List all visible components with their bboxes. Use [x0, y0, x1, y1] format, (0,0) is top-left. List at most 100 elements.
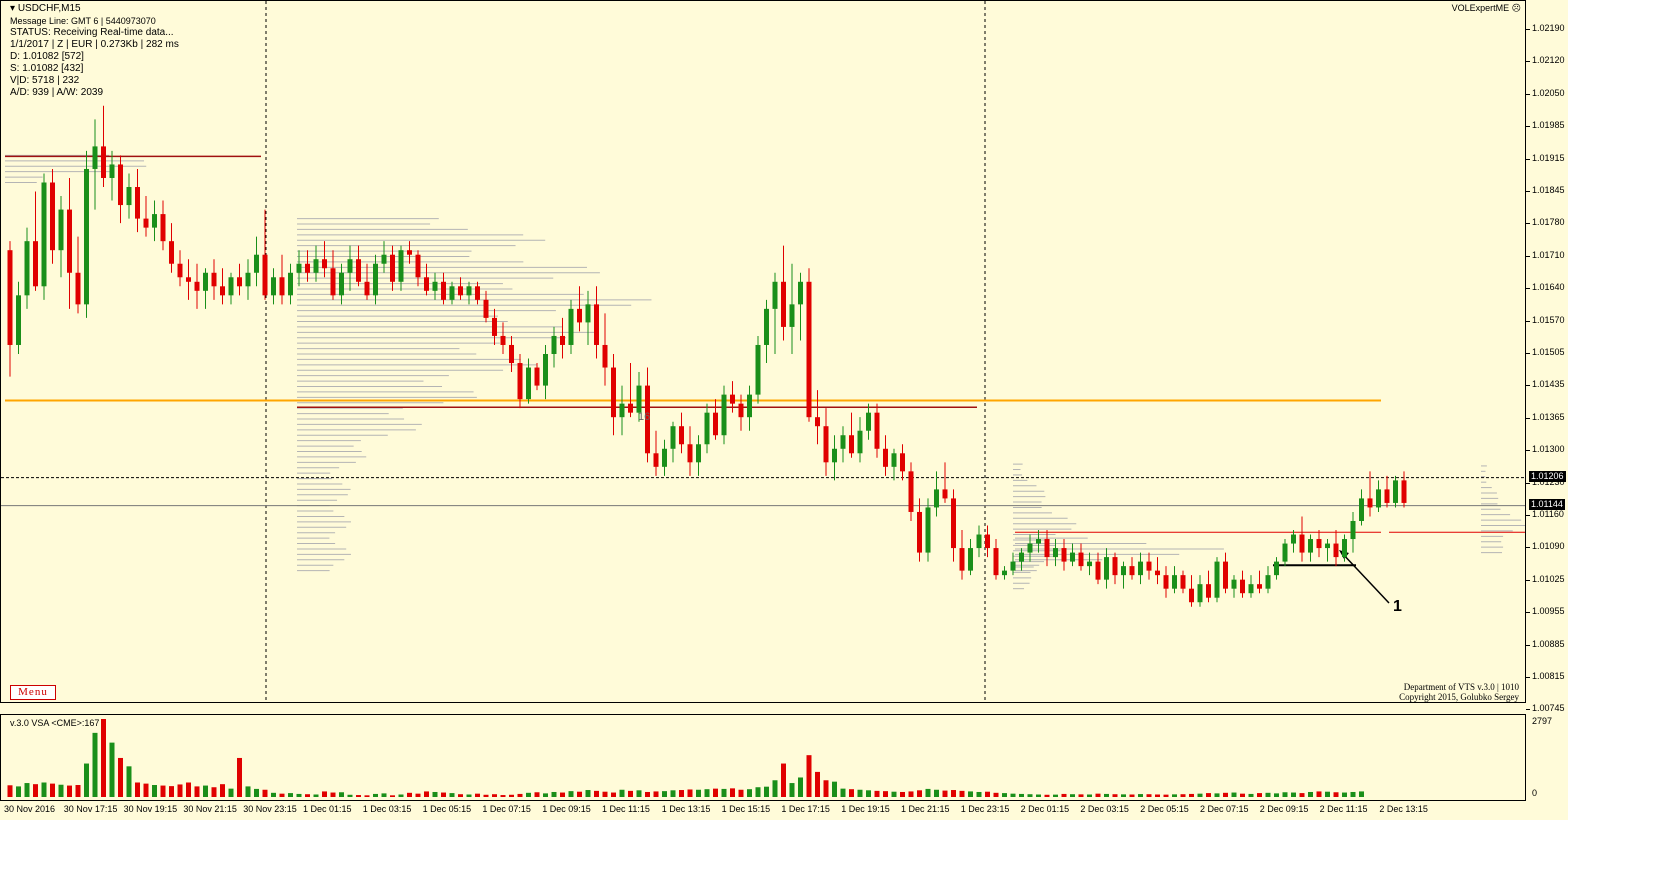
- time-label: 1 Dec 09:15: [542, 804, 591, 814]
- price-label: 1.01710: [1532, 249, 1565, 260]
- candle: [432, 272, 438, 300]
- candle-body: [135, 187, 140, 219]
- price-label: 1.01780: [1532, 217, 1565, 228]
- candle-body: [466, 286, 472, 296]
- candle-body: [1027, 543, 1033, 553]
- candle-body: [1240, 579, 1245, 594]
- candle-body: [296, 263, 302, 273]
- candle-body: [33, 241, 38, 287]
- volume-bar: [449, 793, 455, 797]
- volume-bar: [1308, 791, 1313, 797]
- candle: [968, 539, 973, 576]
- candle: [1376, 480, 1381, 512]
- volume-bar: [1214, 793, 1220, 797]
- candle: [1240, 570, 1245, 598]
- candle: [1027, 534, 1033, 562]
- time-label: 1 Dec 05:15: [422, 804, 472, 814]
- candle-body: [713, 412, 718, 436]
- candle-body: [305, 263, 310, 273]
- volume-bar: [254, 788, 259, 797]
- candle: [1257, 570, 1262, 594]
- time-label: 2 Dec 07:15: [1200, 804, 1249, 814]
- candle: [798, 272, 803, 341]
- volume-bar: [832, 781, 837, 797]
- volume-bar: [1189, 793, 1194, 797]
- candle-body: [1163, 575, 1169, 589]
- candle-body: [492, 317, 497, 336]
- volume-bar: [458, 794, 463, 797]
- candle-body: [1129, 566, 1135, 576]
- time-axis[interactable]: 30 Nov 2016 30 Nov 17:15 30 Nov 19:15 30 No…: [0, 801, 1568, 820]
- candle: [1087, 552, 1092, 576]
- candle-body: [118, 164, 123, 206]
- candle-body: [1350, 520, 1356, 540]
- time-label: 30 Nov 2016: [4, 804, 56, 814]
- price-chart-canvas[interactable]: [1, 1, 1526, 703]
- candle-body: [1146, 561, 1152, 571]
- volume-bar: [118, 757, 123, 797]
- candle: [339, 263, 344, 305]
- candle-body: [16, 295, 21, 345]
- menu-button[interactable]: Menu: [10, 685, 56, 700]
- candle: [959, 530, 965, 580]
- volume-bar: [704, 789, 710, 797]
- candle-body: [832, 448, 837, 463]
- volume-bar: [1146, 794, 1152, 797]
- volume-bar: [1061, 793, 1067, 797]
- volume-bar: [891, 791, 897, 797]
- volume-bar: [432, 791, 438, 797]
- candle: [220, 268, 225, 305]
- candle: [92, 119, 98, 210]
- volume-bar: [16, 786, 21, 797]
- candle: [1282, 539, 1288, 567]
- candle-body: [857, 430, 863, 454]
- symbol-title[interactable]: ▾ USDCHF,M15: [10, 3, 81, 15]
- candle-body: [330, 268, 336, 296]
- info-line-5: V|D: 5718 | 232: [10, 75, 80, 86]
- expert-advisor-label[interactable]: VOLExpertME ☹: [1452, 3, 1521, 14]
- candle-body: [577, 308, 582, 323]
- volume-bar: [101, 719, 106, 797]
- candle-body: [1121, 566, 1126, 576]
- candle: [611, 354, 616, 436]
- candle-body: [653, 453, 659, 467]
- candle-body: [1274, 561, 1279, 576]
- candle: [356, 245, 361, 287]
- candle-body: [611, 367, 616, 418]
- time-label: 30 Nov 23:15: [243, 804, 297, 814]
- candle: [1112, 552, 1118, 585]
- volume-bar: [169, 786, 174, 797]
- candle-body: [900, 453, 905, 472]
- candle: [1384, 475, 1390, 508]
- price-axis[interactable]: 1.02190 1.02120 1.02050 1.01985 1.01915 1.018…: [1526, 0, 1568, 713]
- price-label: 1.02190: [1532, 23, 1565, 33]
- candle: [279, 254, 285, 305]
- collapse-triangle-icon[interactable]: ▾: [10, 3, 16, 14]
- volume-bar: [211, 787, 217, 797]
- candle-body: [738, 403, 744, 418]
- copyright-line-2: Copyright 2015, Golubko Sergey: [1399, 692, 1519, 702]
- volume-bar: [109, 742, 115, 797]
- poc-value-label: 16: [638, 411, 651, 423]
- volume-bar: [84, 763, 89, 797]
- candle: [1333, 530, 1339, 567]
- candle-body: [551, 335, 557, 354]
- price-label: 1.01090: [1532, 541, 1565, 552]
- candle: [67, 177, 72, 309]
- candle-body: [636, 385, 642, 413]
- price-tick: [1526, 191, 1530, 192]
- candle-body: [152, 214, 157, 228]
- price-tick: [1526, 547, 1530, 549]
- price-chart-panel[interactable]: ▾ USDCHF,M15 Message Line: GMT 6 | 54409…: [0, 0, 1526, 703]
- candle-body: [322, 259, 327, 269]
- volume-bar: [942, 790, 948, 797]
- candle: [900, 444, 905, 481]
- volume-indicator-panel[interactable]: v.3.0 VSA <CME>:167: [0, 714, 1526, 801]
- price-tick: [1526, 450, 1530, 452]
- candle: [721, 385, 727, 445]
- candle-body: [1112, 557, 1118, 576]
- candle-body: [806, 281, 812, 418]
- candle-body: [1367, 498, 1373, 508]
- candle-body: [1172, 575, 1177, 589]
- candle-body: [781, 281, 786, 327]
